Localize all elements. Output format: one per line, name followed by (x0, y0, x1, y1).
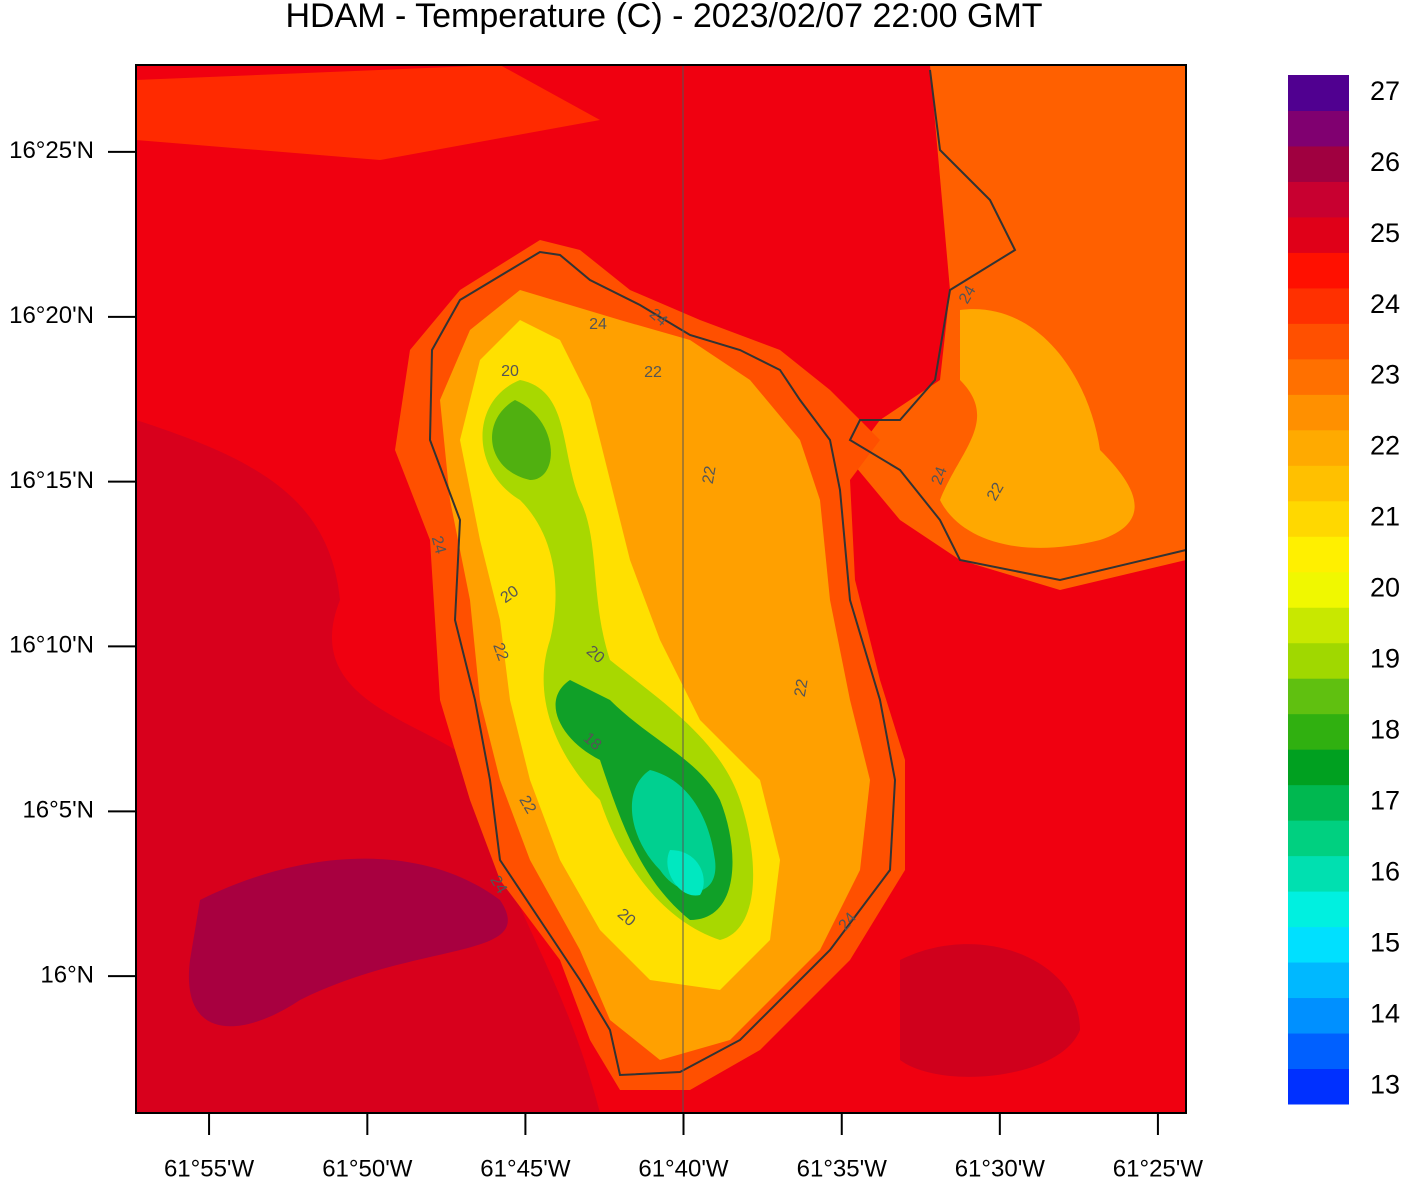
colorbar-band (1288, 465, 1349, 502)
colorbar-label: 27 (1370, 76, 1400, 106)
colorbar-band (1288, 678, 1349, 715)
colorbar-band (1288, 429, 1349, 466)
colorbar-band (1288, 358, 1349, 395)
x-tick-label: 61°40'W (638, 1155, 729, 1180)
colorbar-label: 20 (1370, 573, 1400, 603)
contour-label: 24 (929, 465, 951, 488)
colorbar-band (1288, 181, 1349, 218)
colorbar-band (1288, 216, 1349, 253)
y-tick-label: 16°15'N (9, 467, 94, 494)
colorbar-label: 17 (1370, 786, 1400, 816)
x-tick-label: 61°25'W (1113, 1155, 1204, 1180)
y-tick-label: 16°5'N (22, 797, 94, 824)
title: HDAM - Temperature (C) - 2023/02/07 22:0… (285, 0, 1042, 35)
contour-label: 22 (792, 678, 812, 699)
colorbar-band (1288, 607, 1349, 644)
colorbar-band (1288, 287, 1349, 324)
colorbar-label: 21 (1370, 502, 1400, 532)
colorbar-band (1288, 749, 1349, 786)
contour-label: 22 (644, 364, 662, 381)
colorbar-band (1288, 571, 1349, 608)
colorbar-label: 13 (1370, 1069, 1400, 1099)
y-tick-label: 16°N (40, 961, 94, 988)
y-tick-label: 16°25'N (9, 137, 94, 164)
colorbar-band (1288, 926, 1349, 963)
colorbar-band (1288, 1068, 1349, 1105)
contour-label: 22 (984, 480, 1008, 504)
x-tick-label: 61°45'W (480, 1155, 571, 1180)
colorbar-band (1288, 962, 1349, 999)
temperature-field (136, 65, 1186, 1113)
contour-label: 20 (501, 363, 519, 380)
colorbar-label: 16 (1370, 856, 1400, 886)
colorbar-band (1288, 784, 1349, 821)
colorbar-band (1288, 75, 1349, 111)
colorbar-label: 15 (1370, 927, 1400, 957)
colorbar-band (1288, 997, 1349, 1034)
contour-label: 22 (489, 641, 511, 664)
contour-label: 24 (428, 534, 449, 556)
colorbar-label: 19 (1370, 644, 1400, 674)
x-tick-label: 61°55'W (164, 1155, 255, 1180)
colorbar-band (1288, 713, 1349, 750)
colorbar-band (1288, 1033, 1349, 1070)
colorbar-band (1288, 110, 1349, 147)
y-tick-label: 16°20'N (9, 302, 94, 329)
colorbar-band (1288, 252, 1349, 289)
contour-label: 22 (515, 793, 539, 817)
colorbar-band (1288, 394, 1349, 431)
x-tick-label: 61°30'W (955, 1155, 1046, 1180)
colorbar-label: 24 (1370, 289, 1400, 319)
colorbar-band (1288, 500, 1349, 537)
colorbar-band (1288, 855, 1349, 892)
colorbar-label: 18 (1370, 715, 1400, 745)
contour-label: 24 (589, 316, 607, 333)
x-tick-label: 61°35'W (797, 1155, 888, 1180)
colorbar-label: 22 (1370, 431, 1400, 461)
colorbar-band (1288, 145, 1349, 182)
contour-label: 24 (956, 283, 980, 307)
x-tick-label: 61°50'W (322, 1155, 413, 1180)
colorbar-label: 26 (1370, 147, 1400, 177)
colorbar-label: 14 (1370, 998, 1400, 1028)
y-tick-label: 16°10'N (9, 632, 94, 659)
colorbar-band (1288, 323, 1349, 360)
colorbar-band (1288, 642, 1349, 679)
coastline (428, 69, 1187, 1077)
colorbar-band (1288, 820, 1349, 857)
colorbar-band (1288, 536, 1349, 573)
colorbar-label: 23 (1370, 360, 1400, 390)
colorbar-band (1288, 891, 1349, 928)
colorbar-label: 25 (1370, 218, 1400, 248)
contour-label: 24 (486, 873, 510, 897)
contour-label: 22 (700, 465, 720, 486)
plot-frame (135, 64, 1187, 1114)
